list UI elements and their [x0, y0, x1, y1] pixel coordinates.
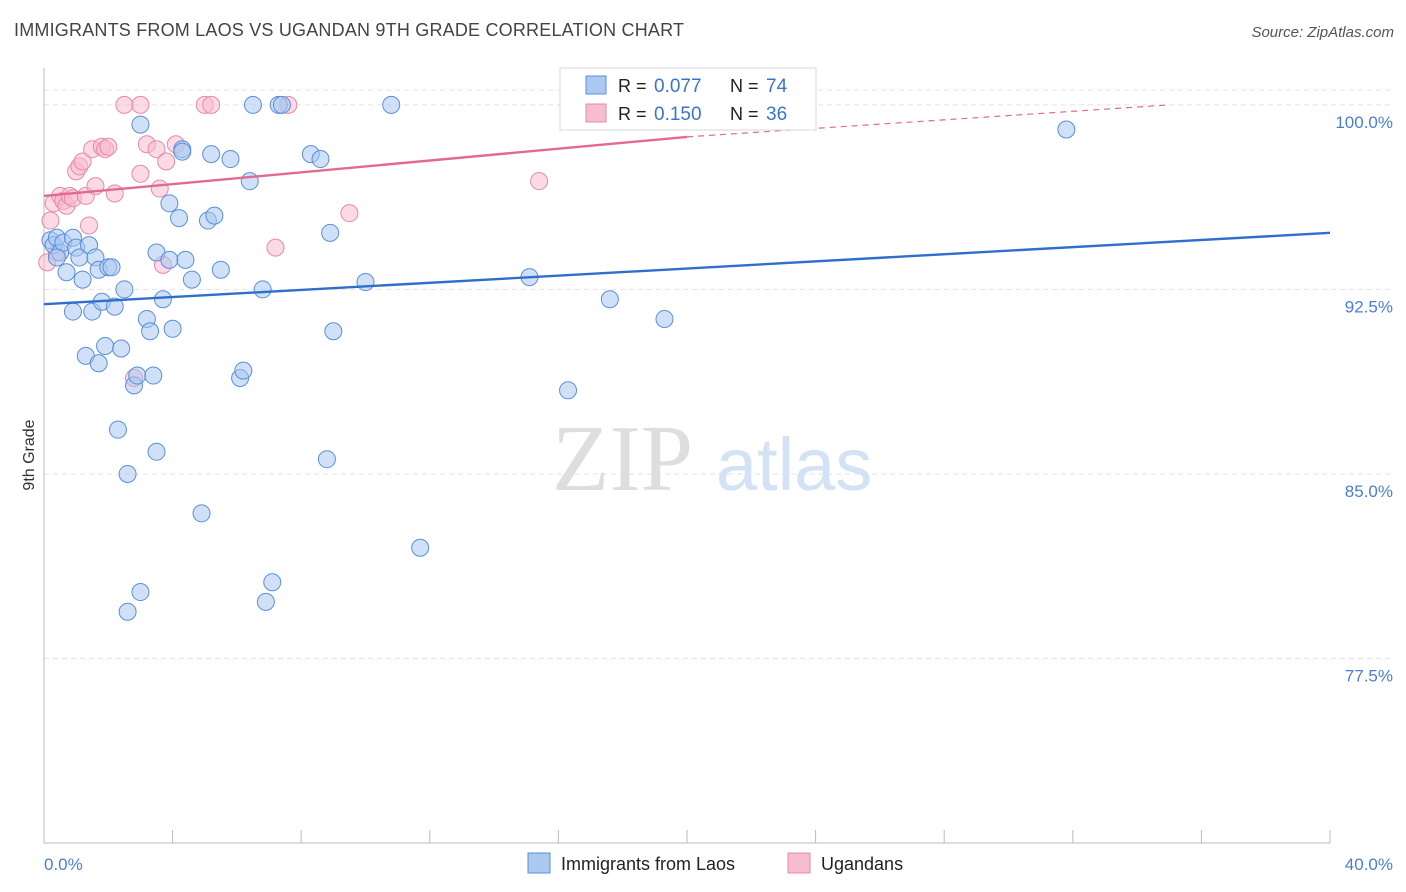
bottom-legend-swatch-ugandans	[787, 852, 811, 874]
point-laos-18	[96, 337, 115, 356]
legend-n-label-ugandans: N =	[730, 104, 759, 124]
y-tick-label-1: 85.0%	[1345, 482, 1393, 501]
point-laos-54	[263, 573, 282, 592]
point-ugandans-31	[266, 238, 285, 257]
point-laos-70	[118, 602, 137, 621]
point-laos-59	[317, 450, 336, 469]
point-laos-29	[131, 583, 150, 602]
point-laos-7	[63, 302, 82, 321]
bottom-legend-swatch-laos	[527, 852, 551, 874]
point-laos-73	[243, 95, 262, 114]
legend-n-value-ugandans: 36	[766, 104, 787, 125]
point-laos-38	[163, 319, 182, 338]
y-tick-label-2: 92.5%	[1345, 297, 1393, 316]
series-laos-points	[41, 95, 1076, 621]
legend-r-label-ugandans: R =	[618, 104, 647, 124]
point-laos-71	[173, 142, 192, 161]
point-laos-50	[234, 361, 253, 380]
point-ugandans-24	[147, 140, 166, 159]
chart-title: IMMIGRANTS FROM LAOS VS UGANDAN 9TH GRAD…	[14, 20, 685, 40]
point-laos-68	[655, 309, 674, 328]
point-laos-61	[324, 322, 343, 341]
legend-swatch-laos	[585, 75, 607, 95]
point-laos-35	[153, 290, 172, 309]
point-laos-56	[272, 95, 291, 114]
point-ugandans-11	[73, 152, 92, 171]
point-laos-66	[559, 381, 578, 400]
point-laos-52	[253, 280, 272, 299]
point-ugandans-19	[105, 184, 124, 203]
point-laos-5	[57, 263, 76, 282]
trend-line-ugandans-extension	[686, 104, 1170, 138]
trend-line-ugandans	[43, 135, 688, 198]
point-laos-24	[115, 280, 134, 299]
point-laos-63	[382, 95, 401, 114]
point-laos-22	[108, 420, 127, 439]
bottom-legend-label-ugandans: Ugandans	[821, 854, 903, 874]
point-laos-43	[192, 504, 211, 523]
watermark-atlas: atlas	[716, 423, 872, 506]
point-ugandans-35	[131, 95, 150, 114]
point-laos-60	[321, 223, 340, 242]
point-ugandans-13	[80, 216, 99, 235]
point-ugandans-18	[99, 137, 118, 156]
point-laos-47	[211, 260, 230, 279]
point-laos-28	[131, 115, 150, 134]
trend-line-laos	[43, 231, 1331, 306]
point-laos-27	[128, 366, 147, 385]
point-laos-39	[170, 209, 189, 228]
point-ugandans-1	[41, 211, 60, 230]
point-laos-62	[356, 273, 375, 292]
point-laos-21	[105, 297, 124, 316]
legend-n-value-laos: 74	[766, 76, 788, 97]
y-tick-labels: 77.5% 85.0% 92.5% 100.0%	[1335, 113, 1393, 686]
point-laos-41	[176, 250, 195, 269]
point-laos-34	[147, 442, 166, 461]
series-legend: Immigrants from Laos Ugandans	[527, 852, 903, 874]
point-ugandans-34	[530, 172, 549, 191]
point-laos-25	[118, 464, 137, 483]
point-ugandans-22	[131, 164, 150, 183]
legend-r-label-laos: R =	[618, 76, 647, 96]
watermark-zip: ZIP	[552, 407, 693, 511]
point-laos-69	[1057, 120, 1076, 139]
point-ugandans-20	[115, 95, 134, 114]
chart-source: Source: ZipAtlas.com	[1251, 24, 1394, 41]
point-ugandans-33	[340, 204, 359, 223]
y-tick-label-3: 100.0%	[1335, 113, 1393, 132]
point-laos-64	[411, 538, 430, 557]
point-laos-45	[202, 145, 221, 164]
point-laos-58	[311, 150, 330, 169]
point-laos-32	[144, 366, 163, 385]
point-ugandans-30	[202, 95, 221, 114]
legend-r-value-laos: 0.077	[654, 76, 702, 97]
y-axis-title: 9th Grade	[21, 419, 38, 490]
correlation-legend: R = 0.077 N = 74 R = 0.150 N = 36	[559, 67, 817, 131]
point-laos-46	[205, 206, 224, 225]
point-laos-53	[256, 592, 275, 611]
legend-swatch-ugandans	[585, 103, 607, 123]
legend-r-value-ugandans: 0.150	[654, 104, 702, 125]
point-laos-48	[221, 150, 240, 169]
point-laos-16	[89, 354, 108, 373]
point-laos-67	[600, 290, 619, 309]
x-axis-ticks	[43, 830, 1331, 843]
y-tick-label-0: 77.5%	[1345, 666, 1393, 685]
point-ugandans-25	[150, 179, 169, 198]
point-laos-36	[160, 194, 179, 213]
point-laos-31	[141, 322, 160, 341]
legend-n-label-laos: N =	[730, 76, 759, 96]
point-laos-10	[73, 270, 92, 289]
point-laos-72	[47, 248, 66, 267]
x-tick-label-min: 0.0%	[44, 855, 83, 874]
point-laos-37	[160, 250, 179, 269]
bottom-legend-label-laos: Immigrants from Laos	[561, 854, 735, 874]
point-laos-42	[182, 270, 201, 289]
point-laos-20	[102, 258, 121, 277]
point-laos-51	[240, 172, 259, 191]
x-tick-label-max: 40.0%	[1345, 855, 1393, 874]
point-ugandans-27	[157, 152, 176, 171]
point-laos-23	[112, 339, 131, 358]
